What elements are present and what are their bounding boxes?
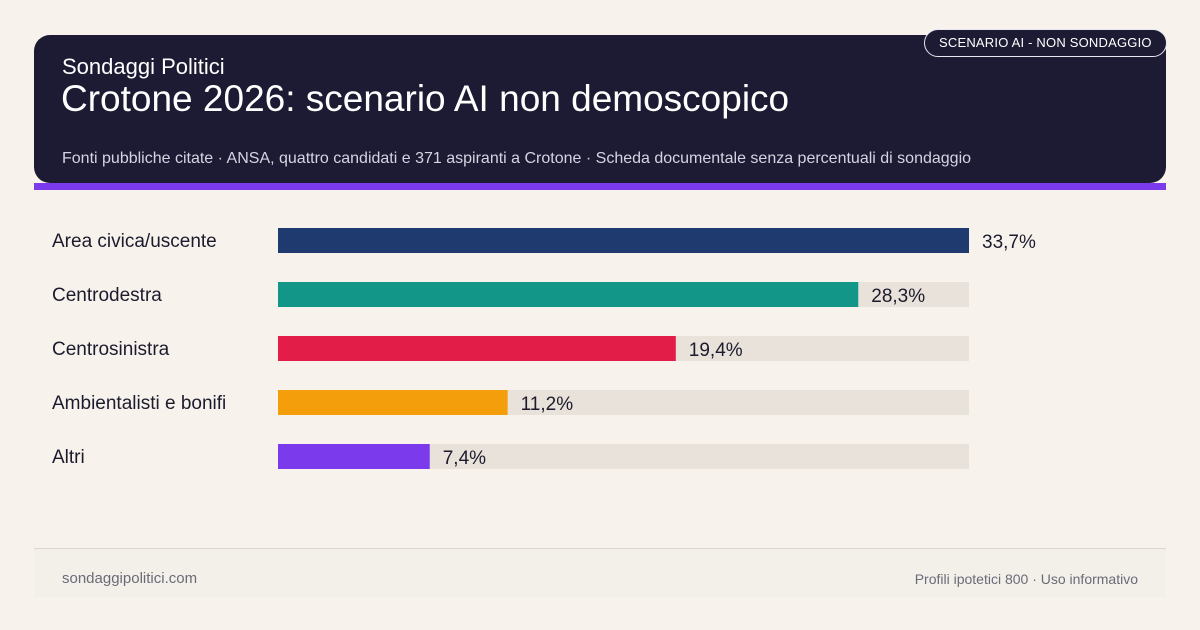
footer-site[interactable]: sondaggipolitici.com: [62, 570, 198, 587]
bar-value-label: 19,4%: [689, 340, 743, 361]
bar[interactable]: [278, 444, 430, 469]
bar[interactable]: [278, 390, 508, 415]
category-label: Centrosinistra: [52, 339, 170, 360]
page-subtitle: Fonti pubbliche citate · ANSA, quattro c…: [62, 150, 972, 167]
header-accent-rule: [34, 183, 1166, 190]
category-label: Ambientalisti e bonifi: [52, 393, 226, 414]
bar-value-label: 28,3%: [871, 286, 925, 307]
scenario-badge: SCENARIO AI - NON SONDAGGIO: [924, 29, 1167, 57]
category-label: Altri: [52, 447, 85, 468]
footer-note: Profili ipotetici 800 · Uso informativo: [914, 571, 1138, 587]
header-panel: [34, 35, 1166, 183]
page-title: Crotone 2026: scenario AI non demoscopic…: [61, 78, 790, 119]
bar[interactable]: [278, 282, 859, 307]
category-label: Centrodestra: [52, 285, 162, 306]
footer: sondaggipolitici.com Profili ipotetici 8…: [34, 548, 1166, 597]
bar-value-label: 33,7%: [982, 232, 1036, 253]
bar-value-label: 11,2%: [521, 394, 574, 415]
bar-value-label: 7,4%: [443, 448, 486, 469]
category-label: Area civica/uscente: [52, 231, 217, 252]
brand-name: Sondaggi Politici: [62, 54, 225, 79]
bar[interactable]: [278, 336, 676, 361]
bar[interactable]: [278, 228, 969, 253]
